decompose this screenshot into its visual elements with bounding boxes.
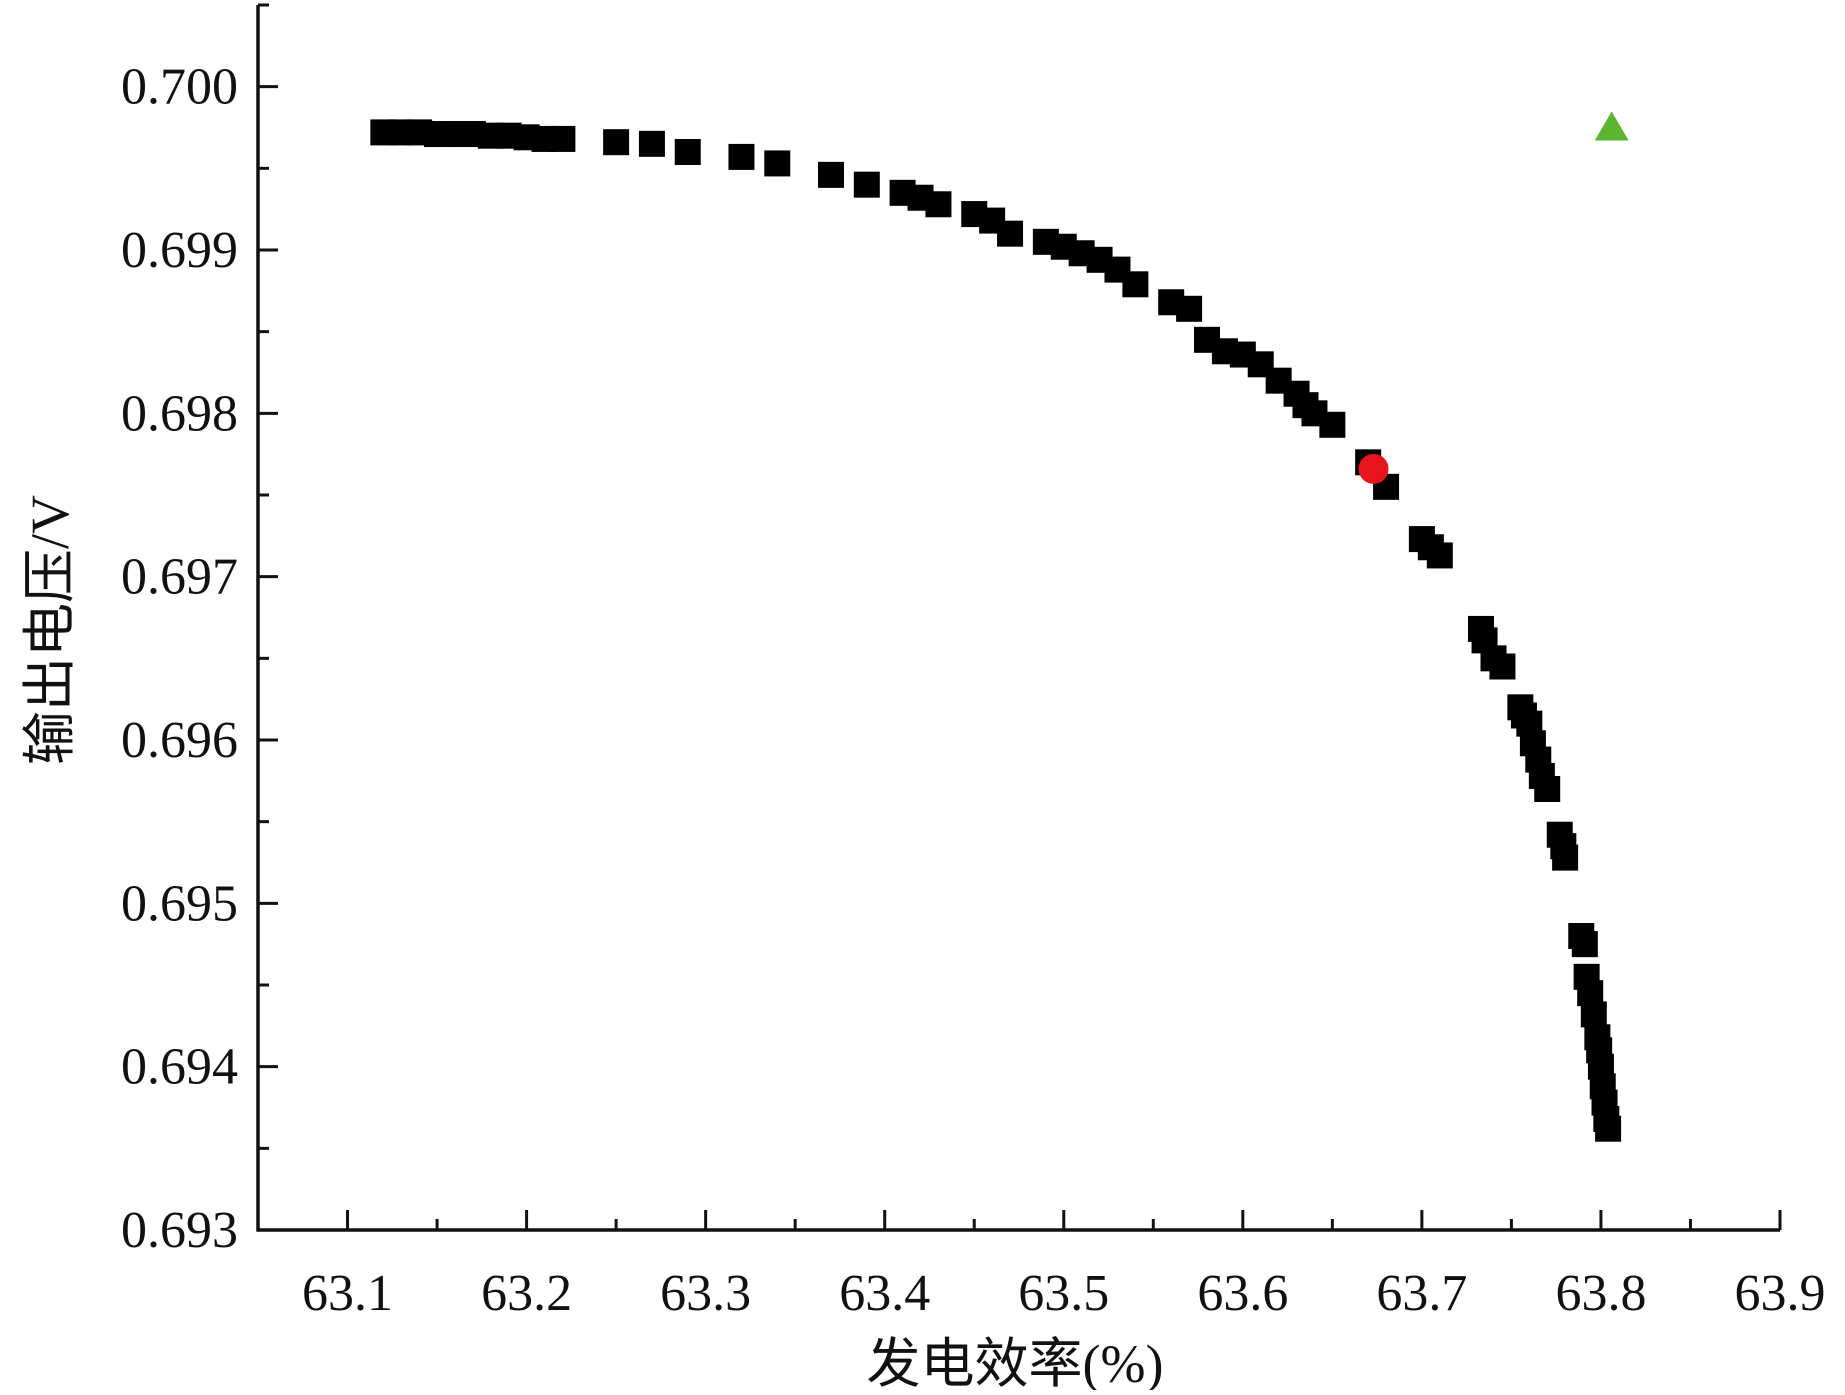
data-point-square: [764, 150, 791, 177]
data-points: [370, 111, 1629, 1142]
data-point-square: [1580, 1001, 1607, 1028]
data-point-square: [549, 125, 576, 152]
x-tick-label: 63.2: [481, 1265, 572, 1322]
y-tick-label: 0.693: [121, 1202, 238, 1259]
y-axis-title: 输出电压/V: [20, 495, 80, 765]
data-point-square: [817, 161, 844, 188]
data-point-square: [1552, 844, 1579, 871]
x-tick-label: 63.7: [1376, 1265, 1467, 1322]
x-tick-label: 63.9: [1735, 1265, 1826, 1322]
y-tick-label: 0.700: [121, 59, 238, 116]
y-tick-label: 0.698: [121, 385, 238, 442]
y-tick-label: 0.696: [121, 712, 238, 769]
data-point-square: [997, 220, 1024, 247]
data-point-square: [1534, 776, 1561, 802]
data-point-square: [728, 143, 755, 170]
data-point-square: [603, 129, 630, 156]
x-tick-label: 63.5: [1018, 1265, 1109, 1322]
data-point-square: [1122, 271, 1149, 298]
x-tick-label: 63.8: [1555, 1265, 1646, 1322]
data-point-square: [1489, 653, 1516, 680]
y-tick-label: 0.699: [121, 222, 238, 279]
data-point-square: [1571, 931, 1598, 958]
axes: [256, 5, 1780, 1232]
data-point-square: [1176, 295, 1203, 322]
data-point-triangle: [1594, 111, 1629, 141]
data-point-circle: [1358, 453, 1389, 484]
data-point-square: [925, 191, 952, 218]
data-point-square: [1426, 542, 1453, 569]
x-tick-label: 63.3: [660, 1265, 751, 1322]
data-point-square: [853, 171, 880, 198]
axis-ticks: 63.1 63.2 63.3 63.4 63.5 63.6 63.7 63.8 63.9 0.69…: [121, 3, 1826, 1322]
data-point-square: [674, 139, 701, 165]
x-axis-title: 发电效率(%): [867, 1334, 1164, 1390]
x-tick-label: 63.6: [1197, 1265, 1288, 1322]
data-point-square: [638, 130, 665, 157]
x-tick-label: 63.4: [839, 1265, 930, 1322]
y-tick-label: 0.695: [121, 875, 238, 932]
y-tick-label: 0.694: [121, 1039, 238, 1096]
y-tick-label: 0.697: [121, 549, 238, 606]
data-point-square: [1319, 411, 1346, 438]
data-point-square: [1595, 1115, 1622, 1142]
x-tick-label: 63.1: [302, 1265, 393, 1322]
